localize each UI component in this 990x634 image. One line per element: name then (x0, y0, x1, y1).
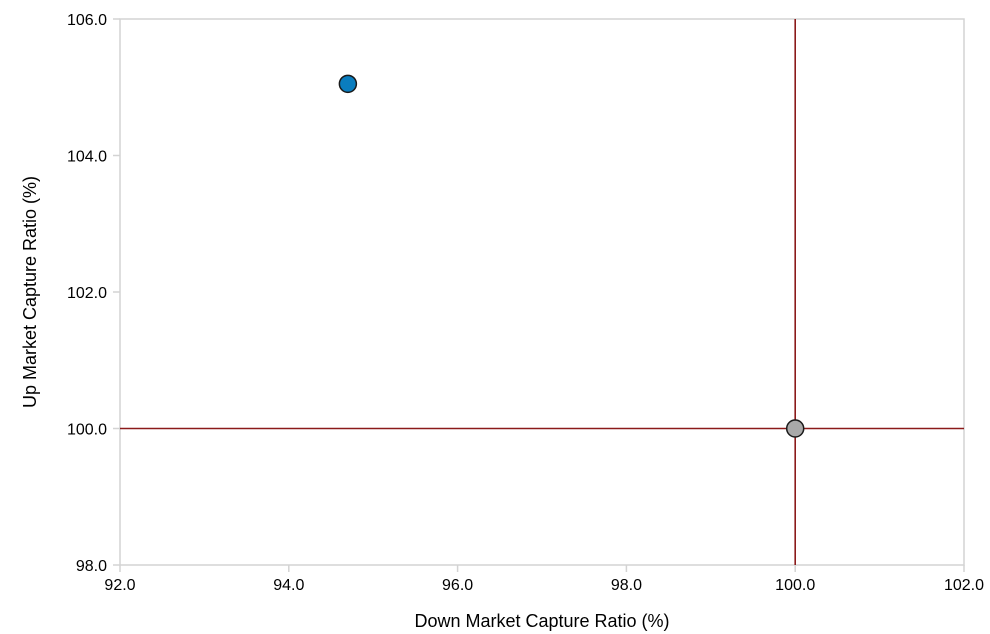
x-tick-label: 100.0 (775, 577, 815, 594)
x-axis-ticks: 92.0 94.0 96.0 98.0 100.0 102.0 (104, 565, 984, 594)
x-tick-label: 92.0 (104, 577, 135, 594)
data-points (338, 74, 805, 438)
x-axis-title: Down Market Capture Ratio (%) (414, 611, 669, 631)
y-tick-label: 98.0 (76, 558, 107, 575)
y-tick-label: 100.0 (67, 422, 107, 439)
x-tick-label: 96.0 (442, 577, 473, 594)
x-tick-label: 94.0 (273, 577, 304, 594)
scatter-point (785, 419, 805, 438)
y-axis-ticks: 98.0 100.0 102.0 104.0 106.0 (67, 12, 120, 575)
x-tick-label: 102.0 (944, 577, 984, 594)
y-axis-title: Up Market Capture Ratio (%) (20, 176, 40, 408)
plot-frame (119, 18, 965, 566)
y-tick-label: 106.0 (67, 12, 107, 29)
y-tick-label: 102.0 (67, 285, 107, 302)
y-tick-label: 104.0 (67, 149, 107, 166)
reference-lines (120, 19, 964, 565)
scatter-point (338, 74, 358, 94)
x-tick-label: 98.0 (611, 577, 642, 594)
